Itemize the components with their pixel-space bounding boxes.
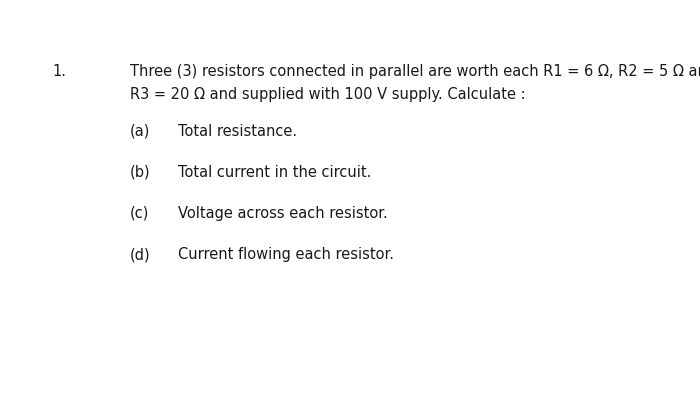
Text: (b): (b) <box>130 165 150 180</box>
Text: (a): (a) <box>130 124 150 138</box>
Text: 1.: 1. <box>52 64 66 79</box>
Text: Total current in the circuit.: Total current in the circuit. <box>178 165 372 180</box>
Text: Current flowing each resistor.: Current flowing each resistor. <box>178 247 395 262</box>
Text: Three (3) resistors connected in parallel are worth each R1 = 6 Ω, R2 = 5 Ω and: Three (3) resistors connected in paralle… <box>130 64 700 79</box>
Text: R3 = 20 Ω and supplied with 100 V supply. Calculate :: R3 = 20 Ω and supplied with 100 V supply… <box>130 87 525 101</box>
Text: (c): (c) <box>130 206 149 221</box>
Text: Voltage across each resistor.: Voltage across each resistor. <box>178 206 388 221</box>
Text: Total resistance.: Total resistance. <box>178 124 298 138</box>
Text: (d): (d) <box>130 247 150 262</box>
